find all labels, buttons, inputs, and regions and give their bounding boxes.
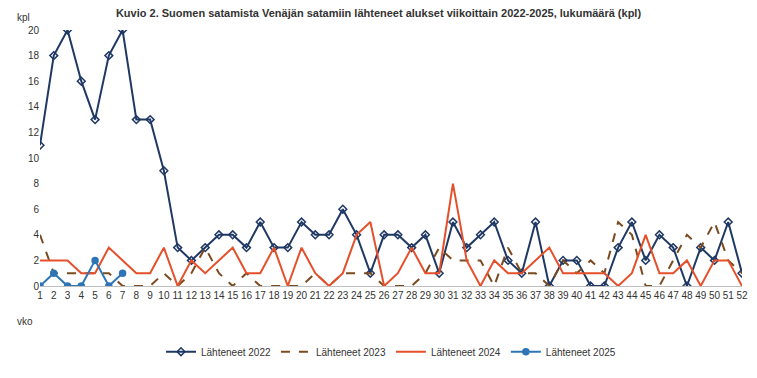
svg-text:41: 41 [585, 290, 597, 301]
svg-text:kpl: kpl [17, 12, 30, 23]
svg-text:19: 19 [282, 290, 294, 301]
svg-text:5: 5 [92, 290, 98, 301]
svg-text:24: 24 [351, 290, 363, 301]
svg-text:35: 35 [502, 290, 514, 301]
svg-text:48: 48 [681, 290, 693, 301]
svg-text:27: 27 [392, 290, 404, 301]
svg-text:31: 31 [447, 290, 459, 301]
svg-text:15: 15 [227, 290, 239, 301]
svg-text:20: 20 [296, 290, 308, 301]
svg-text:Lähteneet 2023: Lähteneet 2023 [316, 347, 386, 358]
svg-text:28: 28 [406, 290, 418, 301]
svg-text:23: 23 [337, 290, 349, 301]
svg-text:6: 6 [106, 290, 112, 301]
svg-text:10: 10 [28, 153, 40, 164]
svg-text:6: 6 [33, 204, 39, 215]
svg-text:vko: vko [17, 316, 33, 327]
svg-text:11: 11 [172, 290, 183, 301]
svg-text:51: 51 [723, 290, 735, 301]
svg-text:4: 4 [79, 290, 85, 301]
svg-text:Lähteneet 2025: Lähteneet 2025 [546, 347, 616, 358]
svg-text:44: 44 [626, 290, 638, 301]
svg-text:Lähteneet 2024: Lähteneet 2024 [431, 347, 501, 358]
svg-text:42: 42 [599, 290, 611, 301]
svg-text:38: 38 [544, 290, 556, 301]
svg-text:50: 50 [709, 290, 721, 301]
svg-text:22: 22 [323, 290, 335, 301]
svg-text:1: 1 [37, 290, 43, 301]
svg-text:39: 39 [557, 290, 569, 301]
svg-text:0: 0 [33, 281, 39, 292]
svg-text:17: 17 [255, 290, 267, 301]
svg-text:25: 25 [365, 290, 377, 301]
svg-text:21: 21 [310, 290, 322, 301]
svg-text:10: 10 [158, 290, 170, 301]
svg-text:7: 7 [120, 290, 126, 301]
svg-text:46: 46 [654, 290, 666, 301]
svg-text:20: 20 [28, 25, 40, 36]
svg-text:14: 14 [28, 101, 40, 112]
svg-text:16: 16 [28, 76, 40, 87]
svg-text:40: 40 [571, 290, 583, 301]
svg-text:8: 8 [134, 290, 140, 301]
svg-text:16: 16 [241, 290, 253, 301]
svg-text:52: 52 [736, 290, 748, 301]
svg-text:8: 8 [33, 178, 39, 189]
svg-text:14: 14 [213, 290, 225, 301]
svg-text:30: 30 [434, 290, 446, 301]
svg-text:26: 26 [379, 290, 391, 301]
svg-text:12: 12 [28, 127, 40, 138]
svg-text:4: 4 [33, 229, 39, 240]
svg-text:Lähteneet 2022: Lähteneet 2022 [201, 347, 271, 358]
svg-text:43: 43 [613, 290, 625, 301]
svg-text:2: 2 [51, 290, 57, 301]
svg-text:2: 2 [33, 255, 39, 266]
svg-text:37: 37 [530, 290, 542, 301]
svg-text:36: 36 [516, 290, 528, 301]
svg-text:Kuvio 2. Suomen satamista Venä: Kuvio 2. Suomen satamista Venäjän satami… [116, 7, 641, 19]
svg-text:49: 49 [695, 290, 707, 301]
svg-text:34: 34 [489, 290, 501, 301]
svg-text:9: 9 [147, 290, 153, 301]
svg-text:29: 29 [420, 290, 432, 301]
svg-text:47: 47 [668, 290, 680, 301]
svg-text:18: 18 [268, 290, 280, 301]
svg-text:12: 12 [186, 290, 198, 301]
svg-text:13: 13 [200, 290, 212, 301]
svg-text:32: 32 [461, 290, 473, 301]
svg-text:3: 3 [65, 290, 71, 301]
svg-text:18: 18 [28, 50, 40, 61]
svg-text:33: 33 [475, 290, 487, 301]
svg-text:45: 45 [640, 290, 652, 301]
